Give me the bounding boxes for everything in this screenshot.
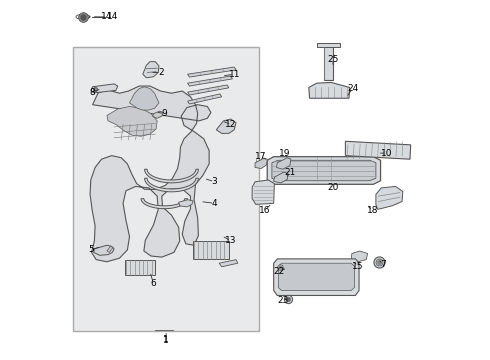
Polygon shape (351, 251, 368, 263)
Polygon shape (188, 85, 229, 95)
Polygon shape (94, 245, 114, 255)
Text: 8: 8 (90, 87, 96, 96)
Text: 25: 25 (327, 55, 339, 64)
Text: 22: 22 (273, 267, 285, 276)
Text: 10: 10 (381, 149, 392, 158)
Polygon shape (107, 246, 113, 252)
Text: 9: 9 (161, 109, 167, 118)
Text: 18: 18 (367, 206, 378, 215)
Polygon shape (90, 86, 211, 262)
Text: 1: 1 (163, 336, 169, 345)
Polygon shape (107, 107, 157, 136)
Bar (324, 46, 333, 80)
Text: 13: 13 (225, 237, 236, 246)
Polygon shape (91, 84, 118, 93)
Text: 16: 16 (259, 206, 270, 215)
Polygon shape (129, 87, 159, 110)
Polygon shape (145, 169, 198, 183)
Bar (125, 260, 155, 275)
Text: 7: 7 (380, 260, 386, 269)
Text: 5: 5 (88, 246, 94, 255)
Text: 14: 14 (107, 12, 118, 21)
Bar (73, 47, 259, 330)
Polygon shape (188, 94, 221, 104)
Polygon shape (345, 141, 411, 159)
Polygon shape (278, 263, 354, 291)
Polygon shape (145, 178, 198, 192)
Polygon shape (274, 259, 359, 296)
Polygon shape (219, 260, 238, 267)
Text: 14: 14 (101, 12, 113, 21)
Text: 1: 1 (163, 335, 169, 344)
Bar (193, 241, 229, 259)
Text: 6: 6 (151, 279, 156, 288)
Polygon shape (152, 111, 163, 118)
Bar (317, 43, 340, 47)
Polygon shape (274, 172, 288, 183)
Polygon shape (376, 186, 403, 210)
Polygon shape (188, 76, 232, 86)
Polygon shape (252, 180, 274, 204)
Polygon shape (272, 160, 376, 181)
Polygon shape (143, 62, 159, 78)
Text: 20: 20 (327, 183, 339, 192)
Text: 11: 11 (228, 70, 240, 79)
Polygon shape (267, 157, 381, 184)
Polygon shape (255, 158, 267, 168)
Polygon shape (188, 67, 236, 77)
Polygon shape (216, 119, 236, 134)
Text: 3: 3 (212, 177, 218, 186)
Polygon shape (179, 200, 193, 207)
Text: 19: 19 (279, 149, 290, 158)
Text: 24: 24 (347, 84, 358, 93)
Text: 2: 2 (158, 68, 164, 77)
Text: 21: 21 (284, 168, 295, 177)
Text: 4: 4 (212, 199, 218, 208)
Polygon shape (309, 82, 350, 98)
Text: 23: 23 (277, 296, 288, 305)
Polygon shape (141, 199, 188, 209)
Polygon shape (276, 158, 291, 169)
Text: 15: 15 (352, 262, 364, 271)
Text: 17: 17 (255, 152, 267, 161)
Text: 12: 12 (225, 120, 236, 129)
